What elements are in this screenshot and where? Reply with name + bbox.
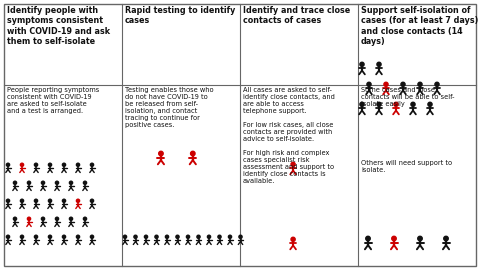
Circle shape — [428, 102, 432, 106]
Circle shape — [35, 163, 37, 166]
Circle shape — [35, 199, 37, 202]
Circle shape — [218, 235, 221, 238]
Text: Others will need support to
isolate.: Others will need support to isolate. — [361, 160, 452, 173]
Circle shape — [90, 235, 94, 238]
Circle shape — [70, 217, 72, 220]
Circle shape — [76, 163, 80, 166]
Circle shape — [291, 162, 295, 166]
Circle shape — [84, 217, 86, 220]
Circle shape — [6, 163, 10, 166]
Text: All cases are asked to self-
identify close contacts, and
are able to access
tel: All cases are asked to self- identify cl… — [243, 87, 335, 184]
Circle shape — [401, 82, 405, 86]
Circle shape — [444, 236, 448, 241]
Circle shape — [291, 237, 295, 241]
Circle shape — [20, 199, 24, 202]
Circle shape — [411, 102, 415, 106]
Circle shape — [90, 199, 94, 202]
Circle shape — [20, 235, 24, 238]
Circle shape — [62, 235, 66, 238]
Circle shape — [435, 82, 439, 86]
Circle shape — [20, 163, 24, 166]
Circle shape — [418, 82, 422, 86]
Circle shape — [76, 235, 80, 238]
Circle shape — [166, 235, 168, 238]
Circle shape — [35, 235, 37, 238]
Circle shape — [159, 151, 163, 156]
Circle shape — [366, 236, 370, 241]
Circle shape — [41, 217, 45, 220]
Circle shape — [90, 163, 94, 166]
Circle shape — [62, 163, 66, 166]
Circle shape — [62, 199, 66, 202]
Circle shape — [377, 62, 381, 66]
Circle shape — [418, 236, 422, 241]
Circle shape — [239, 235, 242, 238]
Circle shape — [186, 235, 190, 238]
Circle shape — [367, 82, 371, 86]
Text: Some cases and close
contacts will be able to self-
isolate easily: Some cases and close contacts will be ab… — [361, 87, 455, 107]
Circle shape — [13, 181, 17, 184]
Circle shape — [55, 217, 59, 220]
Circle shape — [176, 235, 179, 238]
Circle shape — [155, 235, 158, 238]
Circle shape — [48, 199, 52, 202]
Text: Testing enables those who
do not have COVID-19 to
be released from self-
isolati: Testing enables those who do not have CO… — [125, 87, 214, 128]
Circle shape — [48, 235, 52, 238]
Circle shape — [41, 181, 45, 184]
Text: Identify people with
symptoms consistent
with COVID-19 and ask
them to self-isol: Identify people with symptoms consistent… — [7, 6, 110, 46]
Circle shape — [191, 151, 195, 156]
Circle shape — [6, 199, 10, 202]
Circle shape — [123, 235, 127, 238]
Circle shape — [84, 181, 86, 184]
Text: People reporting symptoms
consistent with COVID-19
are asked to self-isolate
and: People reporting symptoms consistent wit… — [7, 87, 99, 114]
Circle shape — [76, 199, 80, 202]
Circle shape — [144, 235, 148, 238]
Circle shape — [6, 235, 10, 238]
Circle shape — [207, 235, 211, 238]
Text: Support self-isolation of
cases (for at least 7 days)
and close contacts (14
day: Support self-isolation of cases (for at … — [361, 6, 479, 46]
Circle shape — [377, 102, 381, 106]
Circle shape — [228, 235, 231, 238]
Circle shape — [27, 217, 31, 220]
Circle shape — [197, 235, 200, 238]
Circle shape — [360, 102, 364, 106]
Text: Identify and trace close
contacts of cases: Identify and trace close contacts of cas… — [243, 6, 350, 25]
Circle shape — [27, 181, 31, 184]
Circle shape — [13, 217, 17, 220]
Circle shape — [134, 235, 137, 238]
Circle shape — [48, 163, 52, 166]
Circle shape — [360, 62, 364, 66]
Circle shape — [394, 102, 398, 106]
Circle shape — [55, 181, 59, 184]
Circle shape — [384, 82, 388, 86]
Circle shape — [70, 181, 72, 184]
Circle shape — [392, 236, 396, 241]
Text: Rapid testing to identify
cases: Rapid testing to identify cases — [125, 6, 235, 25]
